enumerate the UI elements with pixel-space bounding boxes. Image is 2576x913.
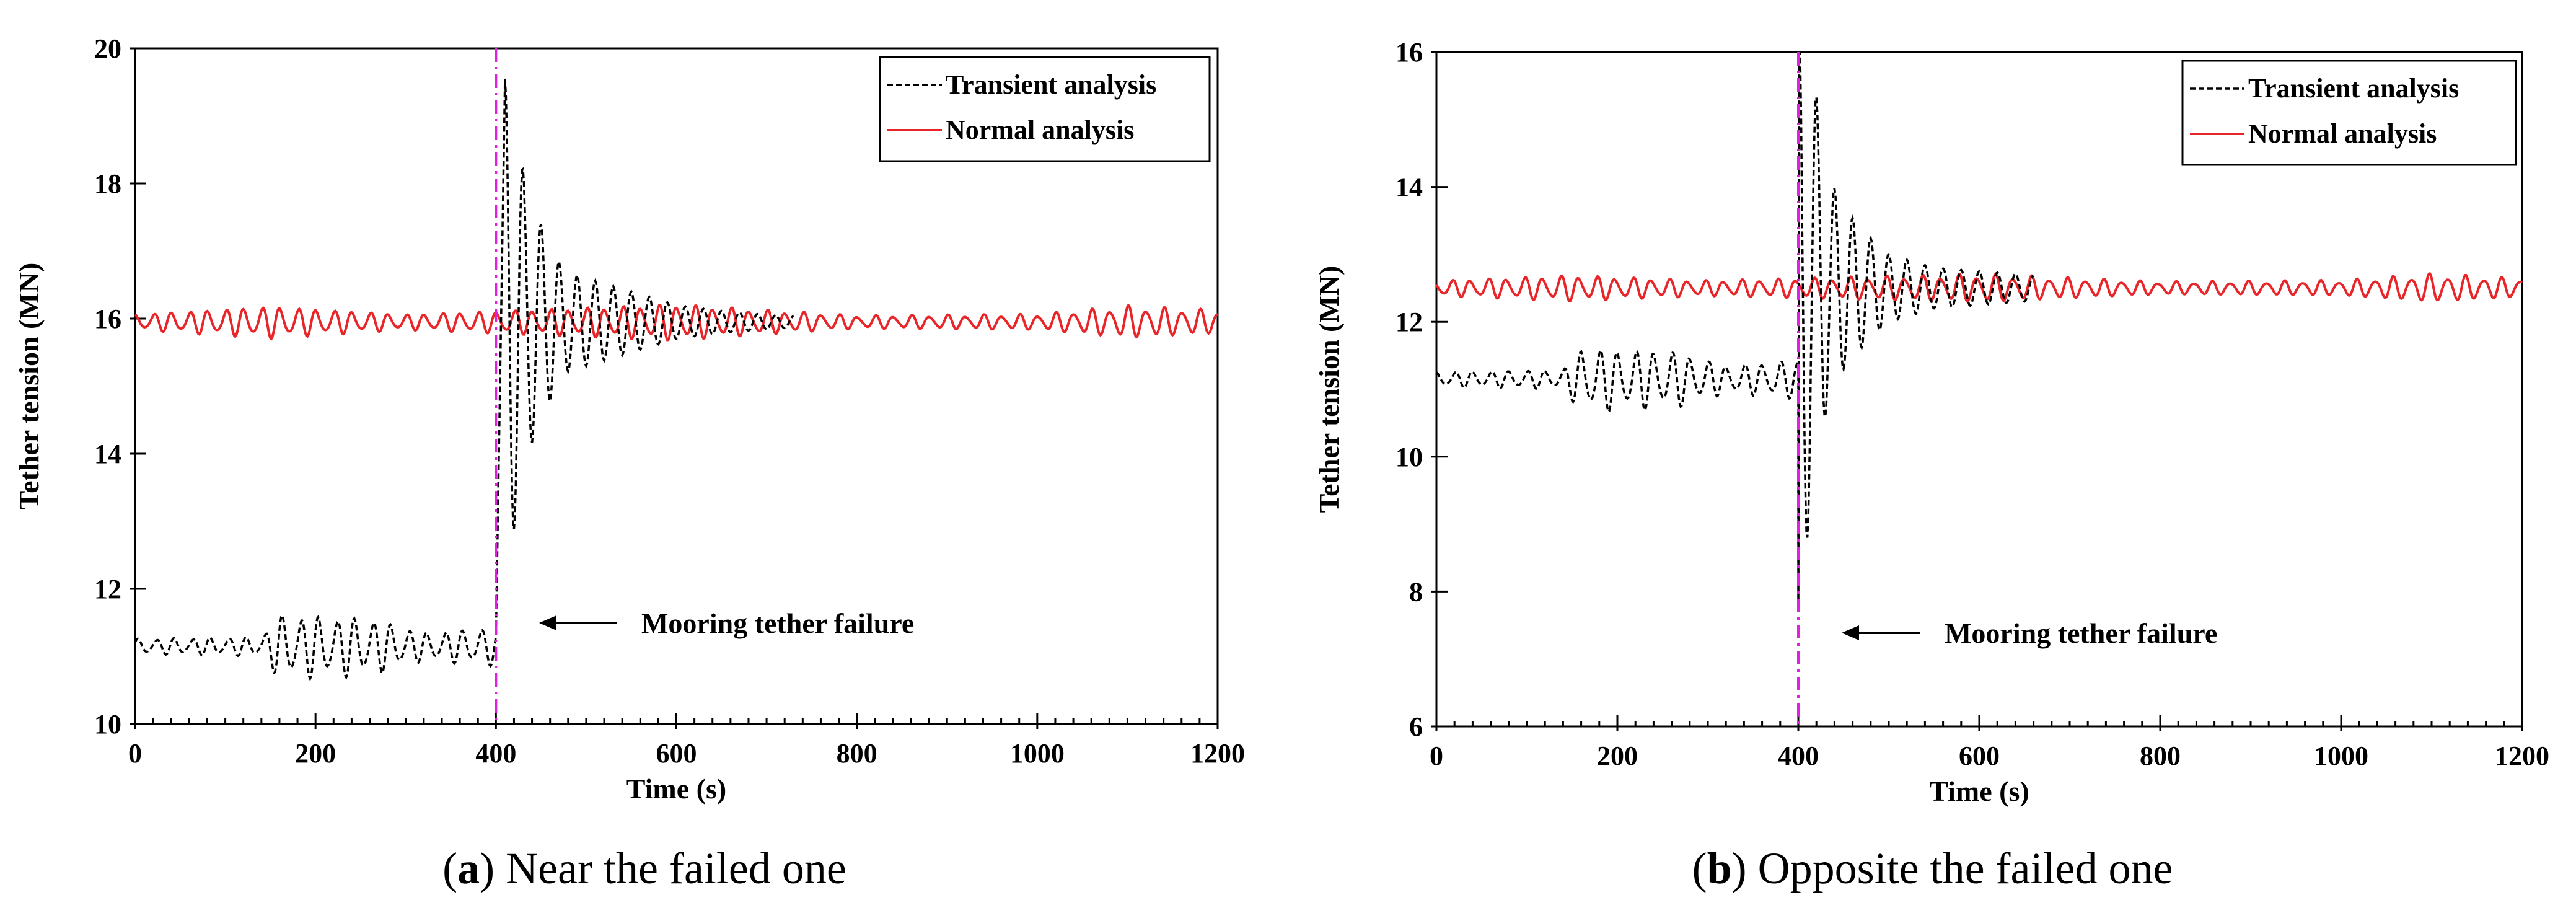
caption-b-text: Opposite the failed one [1757,844,2173,893]
chart-a-y-tick-label: 12 [94,574,121,604]
chart-a-x-tick-label: 1000 [1010,738,1065,769]
chart-a-legend-label-normal: Normal analysis [946,115,1134,145]
chart-a-y-tick-label: 16 [94,304,121,334]
chart-b-legend-box [2181,60,2517,166]
chart-a-x-tick-label: 800 [837,738,877,769]
chart-a-x-tick-label: 400 [475,738,516,769]
chart-a-x-tick-label: 1200 [1190,738,1245,769]
chart-b-legend: Transient analysis Normal analysis [2181,60,2517,166]
chart-b-y-tick-label: 14 [1396,172,1423,203]
chart-b-x-tick-label: 0 [1430,741,1443,771]
chart-b-legend-label-normal: Normal analysis [2248,118,2437,149]
chart-b-y-tick-label: 8 [1409,576,1423,607]
chart-b-y-tick-label: 6 [1409,712,1423,742]
chart-a-annotation-arrow-head-icon [539,615,556,630]
chart-b-annotation-arrow-head-icon [1842,625,1859,640]
chart-a-y-tick-label: 18 [94,169,121,199]
chart-b-x-tick-label: 600 [1959,741,2000,771]
chart-a-legend: Transient analysis Normal analysis [879,56,1211,162]
chart-b-x-tick-label: 1000 [2314,741,2368,771]
caption-b-letter: b [1707,844,1732,893]
caption-a-text: Near the failed one [506,844,846,893]
chart-a-y-tick-label: 20 [94,33,121,64]
chart-a-y-tick-label: 10 [94,709,121,739]
chart-a-y-axis-title: Tether tension (MN) [13,263,45,510]
caption-a: (a) Near the failed one [442,844,846,893]
chart-a-x-tick-label: 0 [128,738,142,769]
chart-a-y-tick-label: 14 [94,439,121,469]
chart-b-x-tick-label: 800 [2140,741,2181,771]
chart-b-x-axis-title: Time (s) [1929,775,2029,807]
chart-b-series-normal-analysis [1435,271,2523,304]
chart-a-x-tick-label: 600 [656,738,697,769]
caption-a-letter: a [457,844,480,893]
chart-a-legend-box [879,56,1211,162]
chart-b-legend-label-transient: Transient analysis [2248,73,2459,104]
chart-a-legend-label-transient: Transient analysis [946,69,1156,100]
chart-b-series-transient-analysis [1435,51,2034,606]
caption-b: (b) Opposite the failed one [1692,844,2173,893]
chart-b-y-tick-label: 10 [1396,442,1423,472]
chart-b-y-axis-title: Tether tension (MN) [1313,266,1345,513]
chart-b-y-tick-label: 12 [1396,307,1423,337]
chart-b-annotation-text: Mooring tether failure [1945,617,2217,649]
chart-panel-b: 0 200 400 600 800 1000 1200 6 8 10 12 14 16 Time (s) T… [1313,37,2549,807]
chart-panel-a: 0 200 400 600 800 1000 1200 10 12 14 16 18 20 Time (s… [13,33,1245,805]
chart-a-series-normal-analysis [134,303,1218,342]
chart-a-annotation-text: Mooring tether failure [641,607,914,639]
chart-b-x-tick-label: 1200 [2495,741,2549,771]
chart-a-series-transient-analysis [134,78,794,682]
chart-b-y-tick-label: 16 [1396,37,1423,68]
chart-a-x-axis-title: Time (s) [626,773,726,805]
chart-a-x-tick-label: 200 [295,738,336,769]
chart-b-x-tick-label: 400 [1778,741,1819,771]
chart-b-x-tick-label: 200 [1597,741,1638,771]
